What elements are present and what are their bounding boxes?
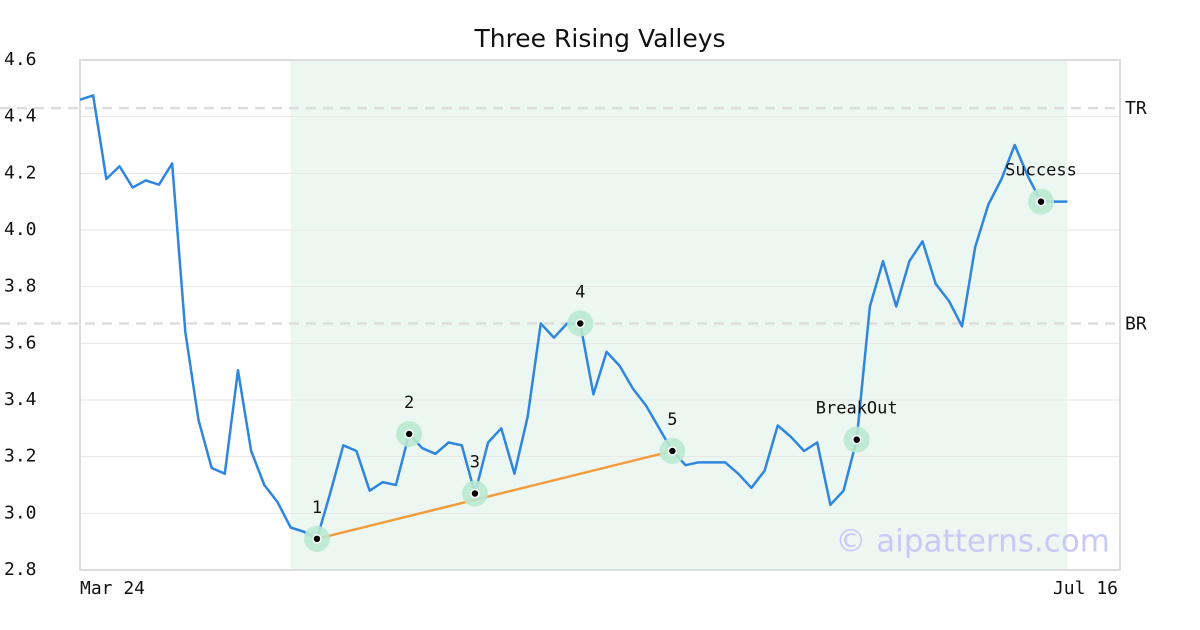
shaded-region [290, 60, 1068, 570]
marker-dot [312, 534, 322, 544]
level-label: TR [1125, 98, 1147, 119]
annotation-label: 5 [667, 410, 677, 430]
y-tick-label: 4.6 [4, 49, 37, 70]
y-tick-label: 4.0 [4, 219, 37, 240]
plot-frame [79, 59, 1121, 571]
trend-line [316, 449, 673, 541]
annotation-label: BreakOut [816, 399, 898, 419]
annotation-label: 3 [470, 453, 480, 473]
marker-dot [575, 318, 586, 329]
marker-dot [851, 434, 862, 445]
watermark: © aipatterns.com [835, 524, 1110, 560]
marker-dot [404, 429, 414, 439]
y-tick-label: 3.6 [4, 332, 37, 353]
x-tick-label: Jul 16 [1053, 578, 1118, 599]
y-tick-label: 4.4 [4, 106, 37, 127]
annotation-label: 1 [312, 498, 322, 518]
y-tick-label: 3.4 [4, 389, 37, 410]
y-tick-label: 3.2 [4, 446, 37, 467]
marker-dot [1036, 196, 1046, 207]
annotation-label: Success [1005, 161, 1077, 181]
chart-title: Three Rising Valleys [473, 24, 725, 53]
marker-dot [667, 446, 678, 456]
y-tick-label: 2.8 [4, 559, 37, 580]
level-label: BR [1125, 314, 1147, 335]
x-tick-label: Mar 24 [80, 578, 145, 599]
annotation-label: 2 [404, 393, 414, 413]
marker-dot [470, 488, 480, 499]
y-tick-label: 3.0 [4, 502, 37, 523]
annotation-label: 4 [575, 283, 585, 303]
y-tick-label: 3.8 [4, 276, 37, 297]
y-tick-label: 4.2 [4, 162, 37, 183]
